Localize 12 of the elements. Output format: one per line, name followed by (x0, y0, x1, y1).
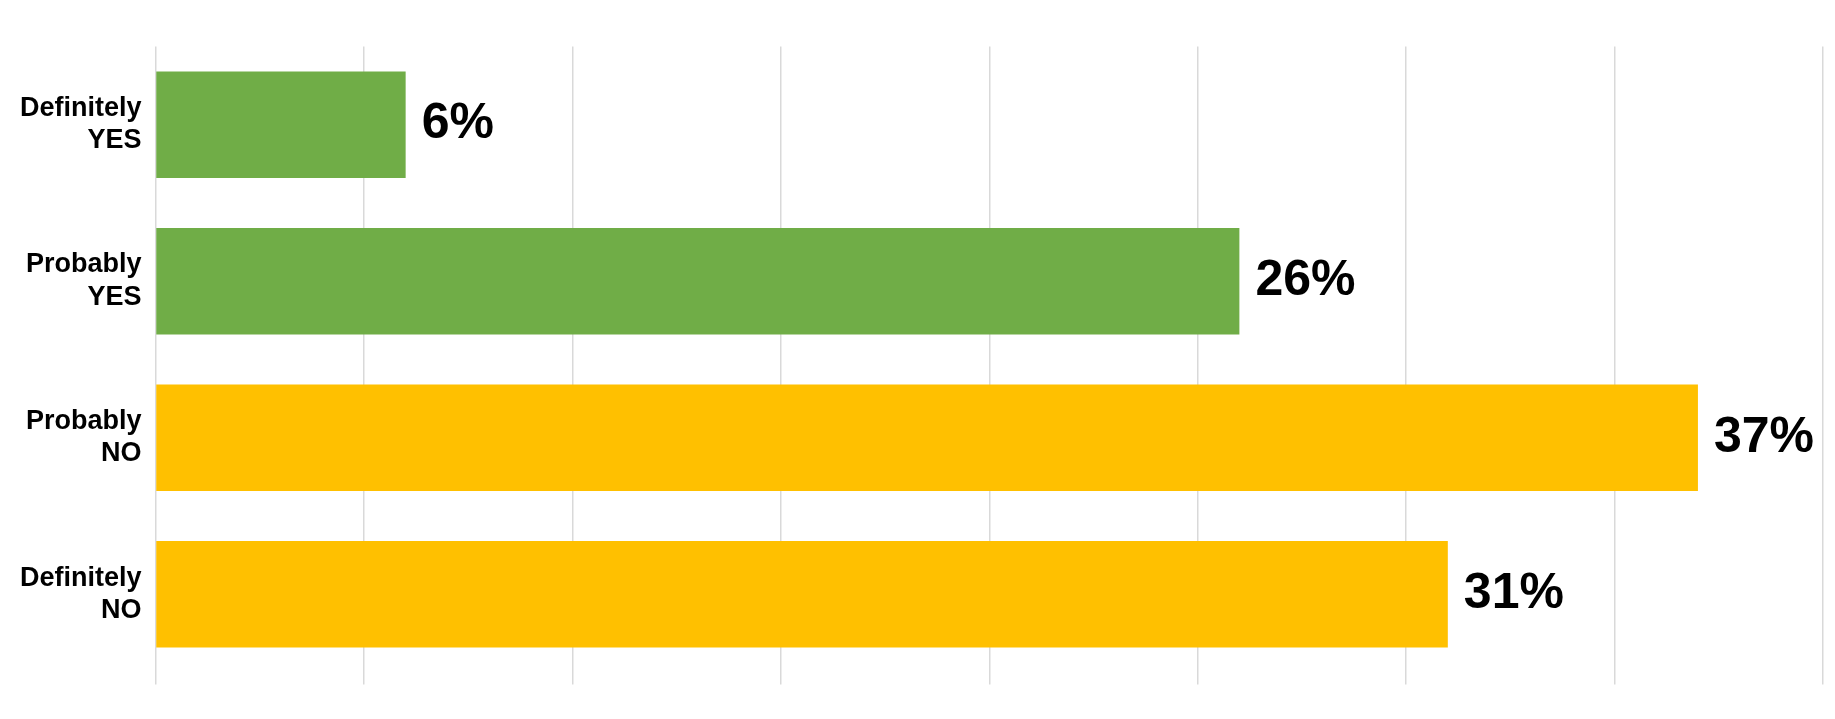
bar (156, 541, 1448, 648)
y-tick-label: Probably NO (26, 405, 142, 468)
y-tick-label: Definitely NO (20, 561, 142, 624)
bar (156, 228, 1240, 335)
bar (156, 384, 1698, 491)
y-tick-label: Definitely YES (20, 91, 142, 155)
data-label: 31% (1463, 563, 1564, 620)
data-label: 6% (421, 93, 494, 150)
y-tick-label: Probably YES (26, 248, 142, 311)
bar (156, 71, 406, 178)
data-label: 37% (1713, 406, 1815, 463)
data-label: 26% (1255, 250, 1356, 307)
